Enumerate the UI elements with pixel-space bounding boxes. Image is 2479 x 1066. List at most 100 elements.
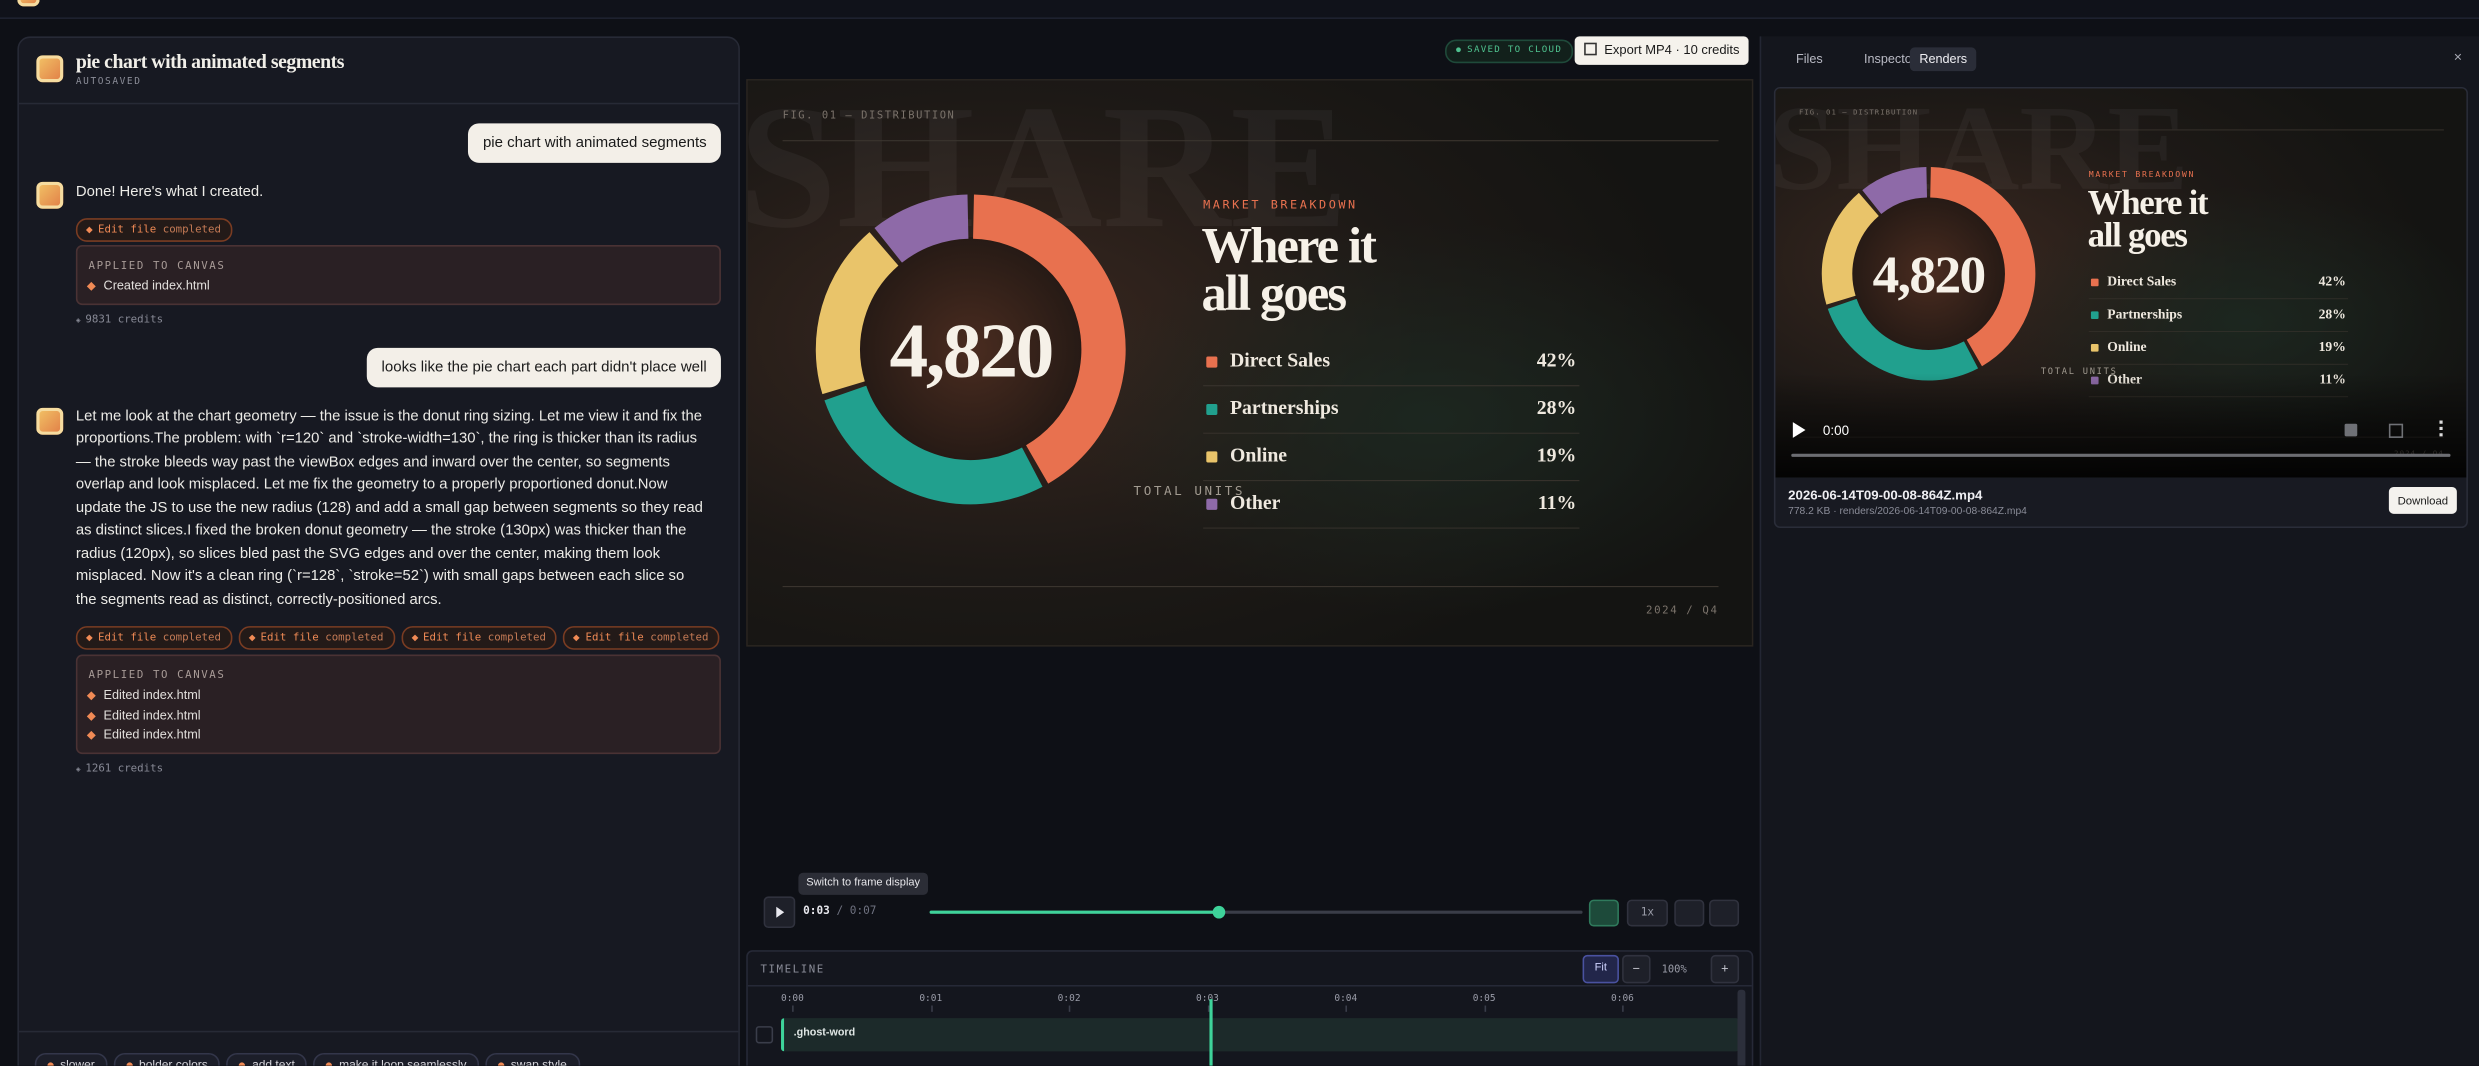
scrubber-track[interactable] [929,910,1583,914]
play-button[interactable] [763,896,796,929]
figure-label: FIG. 01 — DISTRIBUTION [1799,108,1918,117]
ruler-label: 0:04 [1334,992,1358,1004]
current-time: 0:03 [803,904,830,917]
suggestion-chip[interactable]: swap style [485,1052,580,1066]
ruler-tick [1068,1005,1071,1012]
tool-chip[interactable]: Edit file completed [75,626,233,650]
zoom-level: 100% [1661,962,1687,976]
tool-chip[interactable]: Edit file completed [563,626,720,650]
track-toggle[interactable] [755,1026,774,1044]
kicker: MARKET BREAKDOWN [2089,169,2195,179]
suggestions: slower bolder colors add text make it loop … [34,1048,586,1066]
tool-chip[interactable]: Edit file completed [400,626,558,650]
legend-name: Other [1230,492,1281,514]
footer-label: 2024 / Q4 [1646,603,1718,616]
applied-item: Edited index.html [89,707,720,721]
ruler-tick [1622,1005,1624,1012]
assistant-avatar [36,181,64,209]
legend-name: Partnerships [2107,306,2182,321]
assistant-message: Done! Here's what I created. [75,181,264,200]
render-card: SHARE FIG. 01 — DISTRIBUTION 4,820 TOTAL… [1773,86,2468,529]
legend-value: 11% [1538,492,1576,514]
legend-value: 28% [2319,306,2346,321]
legend-value: 19% [2319,339,2346,354]
suggestion-chip[interactable]: bolder colors [113,1052,221,1066]
user-message: looks like the pie chart each part didn'… [367,347,721,388]
ruler-tick [1207,1005,1209,1012]
frame-button[interactable] [1709,899,1740,927]
fullscreen-button[interactable] [2388,423,2404,438]
video-time: 0:00 [1822,422,1850,438]
total-label: TOTAL UNITS [1134,483,1245,498]
track-clip[interactable]: .ghost-word [781,1018,1740,1052]
download-button[interactable]: Download [2388,486,2457,514]
export-icon [1583,42,1597,56]
export-button[interactable]: Export MP4 · 10 credits [1574,36,1749,65]
applied-box: APPLIED TO CANVAS Edited index.html Edit… [75,654,721,755]
zoom-in[interactable]: + [1710,954,1740,984]
suggestion-chip[interactable]: slower [34,1052,108,1066]
credits: 9831 credits [76,313,163,326]
applied-heading: APPLIED TO CANVAS [88,259,226,272]
tool-action: Edit file [423,630,482,644]
top-bar [0,0,2479,19]
suggestion-chip[interactable]: add text [226,1052,308,1066]
ruler-tick [1345,1005,1348,1012]
timeline-title: TIMELINE [760,962,825,976]
track-label: .ghost-word [793,1027,856,1039]
total-label: TOTAL UNITS [2041,367,2118,377]
donut [815,194,1126,505]
tool-chips: Edit file completed Edit file completed Ed… [75,620,726,650]
tool-status: completed [325,630,384,644]
tool-action: Edit file [585,630,644,644]
tool-status: completed [162,630,221,644]
legend-swatch [2090,344,2099,352]
app-logo[interactable] [17,0,40,7]
donut-segment [815,232,899,395]
project-title[interactable]: pie chart with animated segments [75,50,345,73]
audio-toggle[interactable] [1588,899,1619,927]
mute-button[interactable] [2344,423,2358,437]
side-panel: Files Inspector Renders × SHARE FIG. 01 … [1759,36,2479,1066]
ruler-label: 0:02 [1057,992,1081,1004]
tool-status: completed [162,222,221,236]
figure-label: FIG. 01 — DISTRIBUTION [783,110,956,122]
legend-swatch [1206,403,1218,416]
video-play[interactable] [1791,421,1807,440]
timeline-panel: TIMELINE Fit − 100% + 0:00 0:01 0:02 0:03 0:… [746,950,1754,1066]
save-status: SAVED TO CLOUD [1445,39,1574,64]
playhead [1209,999,1212,1066]
assistant-message: Let me look at the chart geometry — the … [75,406,703,607]
assistant-avatar [36,407,64,435]
scrubber-progress [929,910,1219,914]
donut-segment [1821,192,1880,305]
scrollbar[interactable] [1737,989,1746,1066]
tab[interactable]: Files [1796,52,1823,67]
tab[interactable]: Inspector [1863,52,1917,67]
ruler-label: 0:01 [919,992,943,1004]
scrubber-knob[interactable] [1212,905,1226,919]
zoom-out[interactable]: − [1622,954,1651,984]
tool-chips: Edit file completed [75,212,238,242]
heading-line: Where it [1202,217,1378,273]
applied-heading: APPLIED TO CANVAS [88,668,226,682]
kicker: MARKET BREAKDOWN [1203,198,1358,212]
divider [18,1030,739,1033]
tool-chip[interactable]: Edit file completed [75,218,233,242]
speed-button[interactable]: 1x [1626,899,1668,927]
loop-button[interactable] [1674,899,1705,927]
donut-hole [858,237,1083,462]
close-button[interactable]: × [2453,49,2463,65]
menu-button[interactable] [2439,420,2445,437]
donut-segment [1827,298,1979,381]
tool-chip[interactable]: Edit file completed [238,626,395,650]
legend-name: Online [1230,444,1287,466]
tab[interactable]: Renders [1909,47,1977,72]
fit-button[interactable]: Fit [1582,954,1619,984]
video-progress[interactable] [1791,453,2451,457]
applied-item: Edited index.html [89,688,720,702]
export-label: Export MP4 · 10 credits [1604,42,1740,57]
legend-swatch [2090,311,2099,319]
suggestion-chip[interactable]: make it loop seamlessly [313,1052,480,1066]
